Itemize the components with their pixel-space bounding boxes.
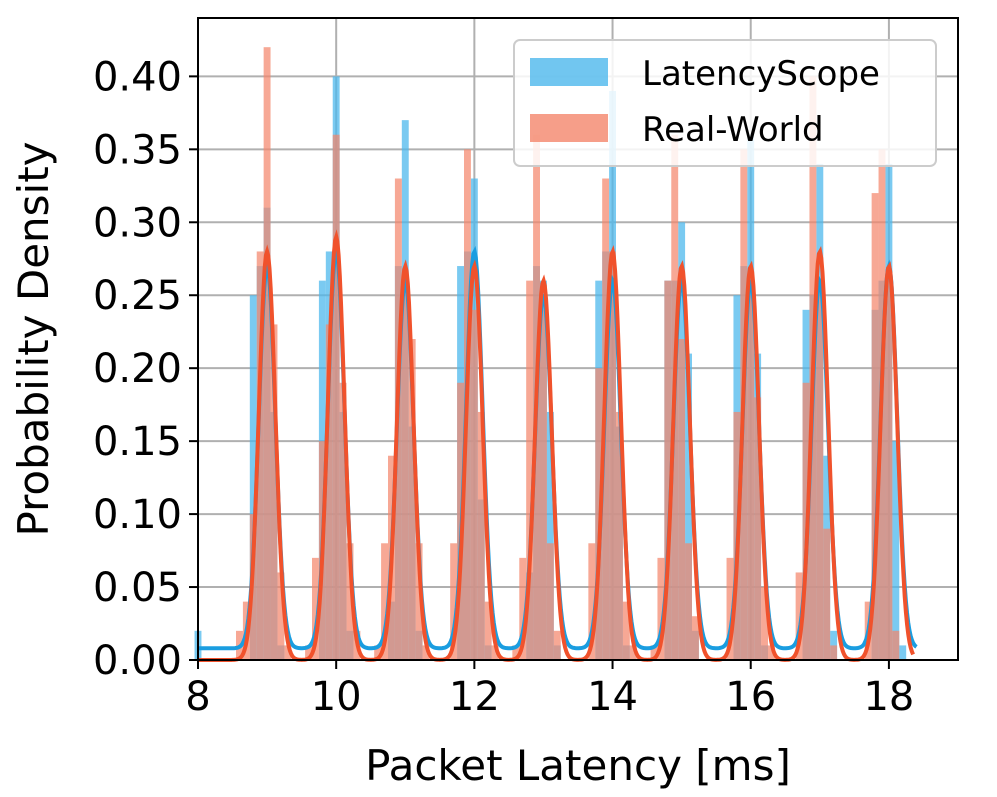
- real-world-bar: [795, 572, 803, 660]
- real-world-bar: [747, 295, 755, 660]
- real-world-bar: [685, 543, 692, 660]
- real-world-bar: [650, 645, 658, 660]
- real-world-bar: [657, 557, 665, 660]
- real-world-bar: [339, 382, 347, 660]
- legend: LatencyScope Real-World: [513, 39, 937, 167]
- real-world-bar: [450, 543, 458, 660]
- real-world-bar: [422, 645, 430, 660]
- y-tick-label: 0.30: [93, 200, 182, 246]
- real-world-bar: [892, 630, 900, 660]
- legend-label-real-world: Real-World: [642, 110, 824, 150]
- y-tick-label: 0.00: [93, 638, 182, 684]
- y-tick-label: 0.35: [93, 127, 182, 173]
- real-world-bar: [325, 324, 333, 660]
- real-world-bar: [526, 280, 534, 660]
- real-world-bar: [616, 411, 623, 660]
- real-world-bar: [305, 645, 312, 660]
- real-world-bar: [761, 587, 768, 660]
- real-world-bar: [484, 601, 492, 660]
- real-world-bar: [692, 616, 699, 660]
- axis-ticks: 8 10 12 14 16 18 0.00 0.05 0.10 0.15 0.20 0.25 0.30 0…: [93, 54, 914, 720]
- real-world-bar: [540, 309, 547, 660]
- real-world-bar: [726, 557, 734, 660]
- latencyscope-bar: [899, 645, 907, 660]
- real-world-bar: [622, 601, 630, 660]
- y-tick-label: 0.25: [93, 273, 182, 319]
- real-world-bar: [381, 543, 388, 660]
- x-tick-label: 12: [449, 674, 500, 720]
- legend-swatch-latencyscope: [530, 58, 608, 86]
- real-world-bar: [401, 280, 409, 660]
- y-axis-label: Probability Density: [9, 141, 58, 536]
- y-tick-label: 0.20: [93, 346, 182, 392]
- real-world-bar: [768, 645, 775, 660]
- legend-label-latencyscope: LatencyScope: [642, 54, 880, 94]
- real-world-bar: [277, 572, 285, 660]
- real-world-bar: [256, 251, 264, 661]
- real-world-bar: [588, 543, 596, 660]
- latencyscope-bar: [830, 630, 838, 660]
- real-world-bar: [629, 645, 637, 660]
- legend-box: [513, 39, 937, 167]
- latencyscope-bar: [892, 441, 900, 660]
- real-world-bar: [415, 543, 423, 660]
- real-world-bar: [491, 645, 499, 660]
- y-tick-label: 0.15: [93, 419, 182, 465]
- real-world-bar: [871, 193, 879, 660]
- real-world-bar: [284, 645, 292, 660]
- real-world-bar: [678, 339, 686, 660]
- real-world-bar: [408, 339, 416, 660]
- real-world-bar: [512, 645, 520, 660]
- real-world-bar: [553, 630, 561, 660]
- real-world-bar: [263, 47, 271, 660]
- latencyscope-bar: [546, 411, 554, 660]
- real-world-bar: [346, 543, 354, 660]
- plot-frame: [197, 17, 959, 661]
- latencyscope-bar: [685, 353, 692, 660]
- latencyscope-bar: [249, 295, 257, 660]
- x-axis-label: Packet Latency [ms]: [365, 741, 791, 790]
- y-tick-label: 0.40: [93, 54, 182, 100]
- y-tick-label: 0.05: [93, 565, 182, 611]
- real-world-bar: [546, 543, 554, 660]
- x-tick-label: 8: [185, 674, 210, 720]
- real-world-bar: [374, 645, 382, 660]
- real-world-kde-line: [198, 229, 915, 662]
- x-tick-label: 14: [587, 674, 638, 720]
- real-world-bar: [477, 411, 485, 660]
- x-tick-label: 10: [311, 674, 362, 720]
- real-world-bar: [332, 134, 340, 660]
- real-world-bar: [519, 557, 527, 660]
- legend-swatch-real-world: [530, 114, 608, 142]
- real-world-bar: [830, 645, 838, 660]
- real-world-bar: [823, 528, 831, 660]
- x-tick-label: 16: [725, 674, 776, 720]
- real-world-bar: [609, 251, 616, 661]
- real-world-bar: [754, 397, 762, 660]
- real-world-bar: [816, 280, 824, 660]
- y-tick-label: 0.10: [93, 492, 182, 538]
- real-world-bar: [312, 557, 319, 660]
- x-tick-label: 18: [863, 674, 914, 720]
- real-world-bar: [885, 280, 893, 660]
- real-world-bar: [270, 324, 278, 660]
- real-world-bar: [470, 309, 478, 660]
- density-curves: [198, 229, 918, 662]
- real-world-bar: [664, 280, 672, 660]
